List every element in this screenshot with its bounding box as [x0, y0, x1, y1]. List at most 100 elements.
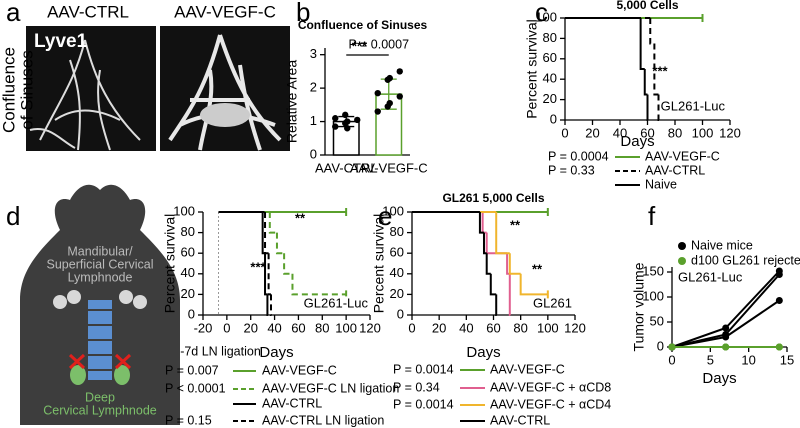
y-tick-label: 80: [390, 224, 404, 239]
significance: ***: [352, 38, 368, 53]
data-point: [354, 116, 361, 124]
survival-step: [264, 212, 269, 255]
survival-step: [269, 294, 272, 316]
x-tick-label: 15: [780, 352, 794, 367]
x-tick-label: 40: [613, 125, 627, 140]
node-label: Mandibular/: [67, 244, 133, 258]
legend-label: AAV-VEGF-C: [645, 149, 720, 163]
y-tick-label: 80: [181, 224, 195, 239]
legend-label: AAV-CTRL: [490, 413, 550, 427]
y-tick-label: 100: [173, 203, 195, 218]
data-point: [396, 93, 403, 100]
y-tick-label: 100: [535, 9, 557, 24]
panel-letter: f: [648, 201, 656, 231]
survival-step: [264, 253, 268, 296]
x-tick-label: 100: [537, 320, 559, 335]
y-axis-label: Percent survival: [162, 214, 178, 314]
x-tick-label: 20: [243, 320, 257, 335]
p-value: P = 0.0007: [348, 37, 409, 51]
y-tick-label: 100: [382, 203, 404, 218]
x-tick-label: 100: [692, 125, 714, 140]
y-tick-label: 40: [390, 265, 404, 280]
growth-point: [775, 271, 783, 278]
y-tick-label: 40: [543, 71, 557, 86]
y-tick-label: 60: [543, 50, 557, 65]
survival-step: [653, 43, 659, 96]
legend-marker: [678, 242, 686, 250]
y-tick-label: 60: [390, 245, 404, 260]
data-point: [374, 89, 381, 97]
x-tick-label: 0: [408, 320, 415, 335]
annotation: ***: [250, 259, 266, 274]
y-axis-label: Relative Area: [284, 60, 300, 143]
growth-point: [775, 343, 783, 351]
side-label: of Sinuses: [17, 50, 36, 129]
x-tick-label: 20: [432, 320, 446, 335]
legend-label: d100 GL261 rejected: [691, 253, 800, 267]
legend-label: AAV-CTRL LN ligation: [262, 413, 384, 427]
y-tick-label: 0: [188, 306, 195, 321]
node-label: Cervical Lymphnode: [43, 403, 157, 417]
data-point: [374, 108, 381, 115]
x-axis-label: Days: [259, 344, 293, 361]
x-axis-label: Days: [620, 133, 654, 150]
legend-label: AAV-CTRL: [645, 163, 705, 177]
data-point: [396, 68, 403, 75]
growth-point: [722, 324, 730, 332]
x-tick-label: 120: [564, 320, 586, 335]
y-tick-label: 20: [390, 286, 404, 301]
ligation-label: -7d LN ligation: [180, 344, 261, 358]
x-axis-label: Days: [466, 344, 500, 361]
p-value: P = 0.34: [393, 380, 440, 394]
x-tick-label: -20: [194, 320, 213, 335]
x-tick-label: 40: [267, 320, 281, 335]
survival-step: [639, 18, 645, 70]
y-tick-label: 100: [642, 288, 664, 303]
x-tick-label: 60: [291, 320, 305, 335]
y-tick-label: 20: [181, 286, 195, 301]
x-tick-label: 0: [668, 352, 675, 367]
x-tick-label: 10: [741, 352, 755, 367]
data-point: [332, 115, 339, 122]
y-tick-label: 150: [642, 263, 664, 278]
y-tick-label: 0: [397, 306, 404, 321]
survival-step: [478, 212, 484, 234]
y-tick-label: 50: [650, 313, 664, 328]
x-tick-label: AAV-CTRL: [315, 160, 378, 175]
y-tick-label: 1: [310, 113, 317, 128]
survival-step: [643, 69, 648, 96]
survival-step: [508, 273, 511, 316]
mouse-schematic: [20, 184, 180, 425]
legend-label: AAV-VEGF-C + αCD8: [490, 380, 611, 394]
micrograph: [26, 26, 290, 151]
x-tick-label: 80: [668, 125, 682, 140]
y-axis-label: Tumor volume: [631, 262, 647, 351]
p-value: P = 0.0014: [393, 362, 454, 376]
p-value: P = 0.0004: [548, 149, 609, 163]
survival-step: [485, 253, 491, 275]
x-tick-label: 100: [335, 320, 357, 335]
legend-marker: [678, 257, 686, 265]
legend-label: Naive: [645, 177, 677, 191]
survival-step: [508, 253, 521, 275]
legend-label: AAV-VEGF-C LN ligation: [262, 381, 399, 395]
y-tick-label: 0: [657, 338, 664, 353]
node-label: Superficial Cervical: [47, 257, 154, 271]
survival-step: [649, 18, 655, 45]
y-axis-label: Percent survival: [371, 214, 387, 314]
x-tick-label: 0: [223, 320, 230, 335]
annotation: GL261-Luc: [678, 269, 743, 284]
x-tick-label: 80: [513, 320, 527, 335]
panel-letter: e: [378, 201, 392, 231]
survival-step: [646, 94, 649, 121]
survival-step: [267, 253, 271, 296]
p-value: P < 0.0001: [165, 381, 226, 395]
x-tick-label: 20: [585, 125, 599, 140]
x-tick-label: 40: [459, 320, 473, 335]
survival-step: [275, 232, 285, 255]
annotation: GL261: [533, 295, 572, 310]
survival-step: [291, 273, 347, 296]
survival-step: [266, 294, 269, 316]
annotation: **: [295, 210, 306, 225]
